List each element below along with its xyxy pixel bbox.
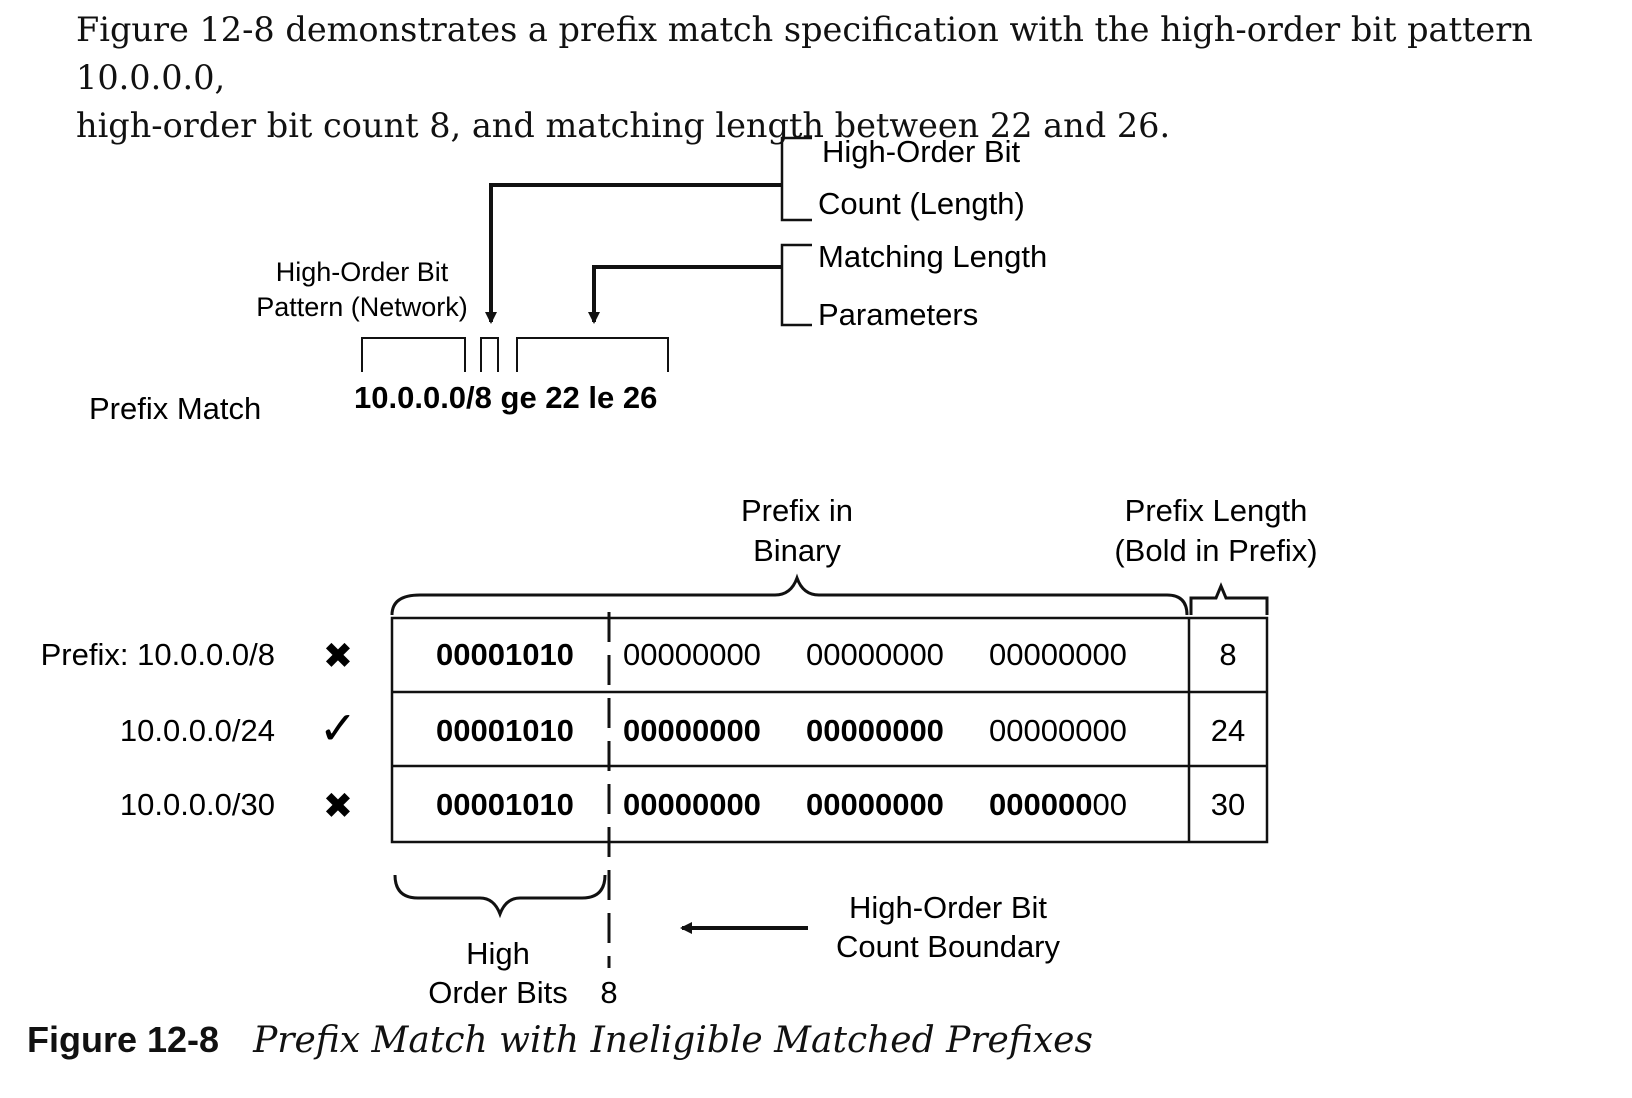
binary-octet: 00001010 <box>436 637 574 672</box>
count-label-line1: High-Order Bit <box>822 134 1020 169</box>
boundary-label-line1: High-Order Bit <box>849 890 1047 925</box>
cross-icon: ✖ <box>323 786 353 827</box>
prefix-length-value: 24 <box>1211 713 1245 748</box>
prefix-match-expression: 10.0.0.0/8 ge 22 le 26 <box>354 380 657 415</box>
row-prefix-label: 10.0.0.0/24 <box>120 713 275 748</box>
pattern-label-line1: High-Order Bit <box>276 257 449 287</box>
prefix-in-binary-label-line2: Binary <box>753 533 841 568</box>
count-bracket <box>780 136 812 222</box>
high-order-bits-label-line1: High <box>466 936 530 971</box>
prefix-length-label-line1: Prefix Length <box>1125 493 1308 528</box>
prefix-length-brace <box>1189 582 1269 615</box>
figure-title: Prefix Match with Ineligible Matched Pre… <box>253 1020 1093 1061</box>
figure-number: Figure 12-8 <box>27 1019 220 1060</box>
table-row: Prefix: 10.0.0.0/8 ✖ 00001010 00000000 00000… <box>41 636 1237 677</box>
table-border <box>390 616 1269 844</box>
matching-length-arrow <box>588 265 782 324</box>
prefix-match-label: Prefix Match <box>89 391 261 426</box>
binary-octet: 00000000 <box>989 637 1127 672</box>
binary-octet: 00000000 <box>623 637 761 672</box>
binary-octet: 00000000 <box>806 713 944 748</box>
binary-octet: 00001010 <box>436 787 574 822</box>
binary-octet: 00000000 <box>623 713 761 748</box>
count-digit-bracket <box>480 337 499 372</box>
matching-length-annotation: Matching Length Parameters <box>588 239 1047 332</box>
table-row: 10.0.0.0/30 ✖ 00001010 00000000 00000000 0000… <box>120 786 1245 827</box>
prefix-in-binary-label-line1: Prefix in <box>741 493 853 528</box>
matching-length-bracket <box>780 243 812 327</box>
intro-line-1: Figure 12-8 demonstrates a prefix match … <box>76 10 1533 97</box>
binary-octet: 00000000 <box>806 637 944 672</box>
pattern-label-line2: Pattern (Network) <box>256 292 468 322</box>
pattern-bracket <box>361 337 466 372</box>
binary-octet: 00001010 <box>436 713 574 748</box>
figure-caption: Figure 12-8 Prefix Match with Ineligible … <box>27 1018 1093 1063</box>
prefix-in-binary-brace <box>390 573 1189 616</box>
matching-length-label-line1: Matching Length <box>818 239 1047 274</box>
prefix-rows: Prefix: 10.0.0.0/8 ✖ 00001010 00000000 00000… <box>41 636 1246 827</box>
binary-octet: 00000000 <box>623 787 761 822</box>
high-order-bit-count-annotation: High-Order Bit Count (Length) <box>485 134 1025 324</box>
table-row: 10.0.0.0/24 ✓ 00001010 00000000 00000000 0000… <box>120 701 1245 755</box>
count-arrow <box>485 183 782 324</box>
high-order-bits-brace <box>393 874 607 919</box>
intro-line-2: high-order bit count 8, and matching len… <box>76 106 1171 145</box>
length-params-bracket <box>516 337 669 372</box>
check-icon: ✓ <box>319 701 358 755</box>
row-prefix-label: 10.0.0.0/30 <box>120 787 275 822</box>
cross-icon: ✖ <box>323 636 353 677</box>
row-prefix-label: Prefix: 10.0.0.0/8 <box>41 637 275 672</box>
matching-length-label-line2: Parameters <box>818 297 978 332</box>
binary-octet: 00000000 <box>989 713 1127 748</box>
intro-paragraph: Figure 12-8 demonstrates a prefix match … <box>76 6 1616 150</box>
binary-octet: 00000000 <box>989 787 1127 822</box>
expression-brackets <box>361 337 669 372</box>
binary-octet: 00000000 <box>806 787 944 822</box>
prefix-length-value: 8 <box>1219 637 1236 672</box>
prefix-length-value: 30 <box>1211 787 1245 822</box>
boundary-value-label: 8 <box>600 975 617 1010</box>
high-order-bits-label-line2: Order Bits <box>428 975 568 1010</box>
count-label-line2: Count (Length) <box>818 186 1025 221</box>
prefix-length-label-line2: (Bold in Prefix) <box>1114 533 1317 568</box>
prefix-table <box>390 616 1269 844</box>
boundary-label-line2: Count Boundary <box>836 929 1061 964</box>
